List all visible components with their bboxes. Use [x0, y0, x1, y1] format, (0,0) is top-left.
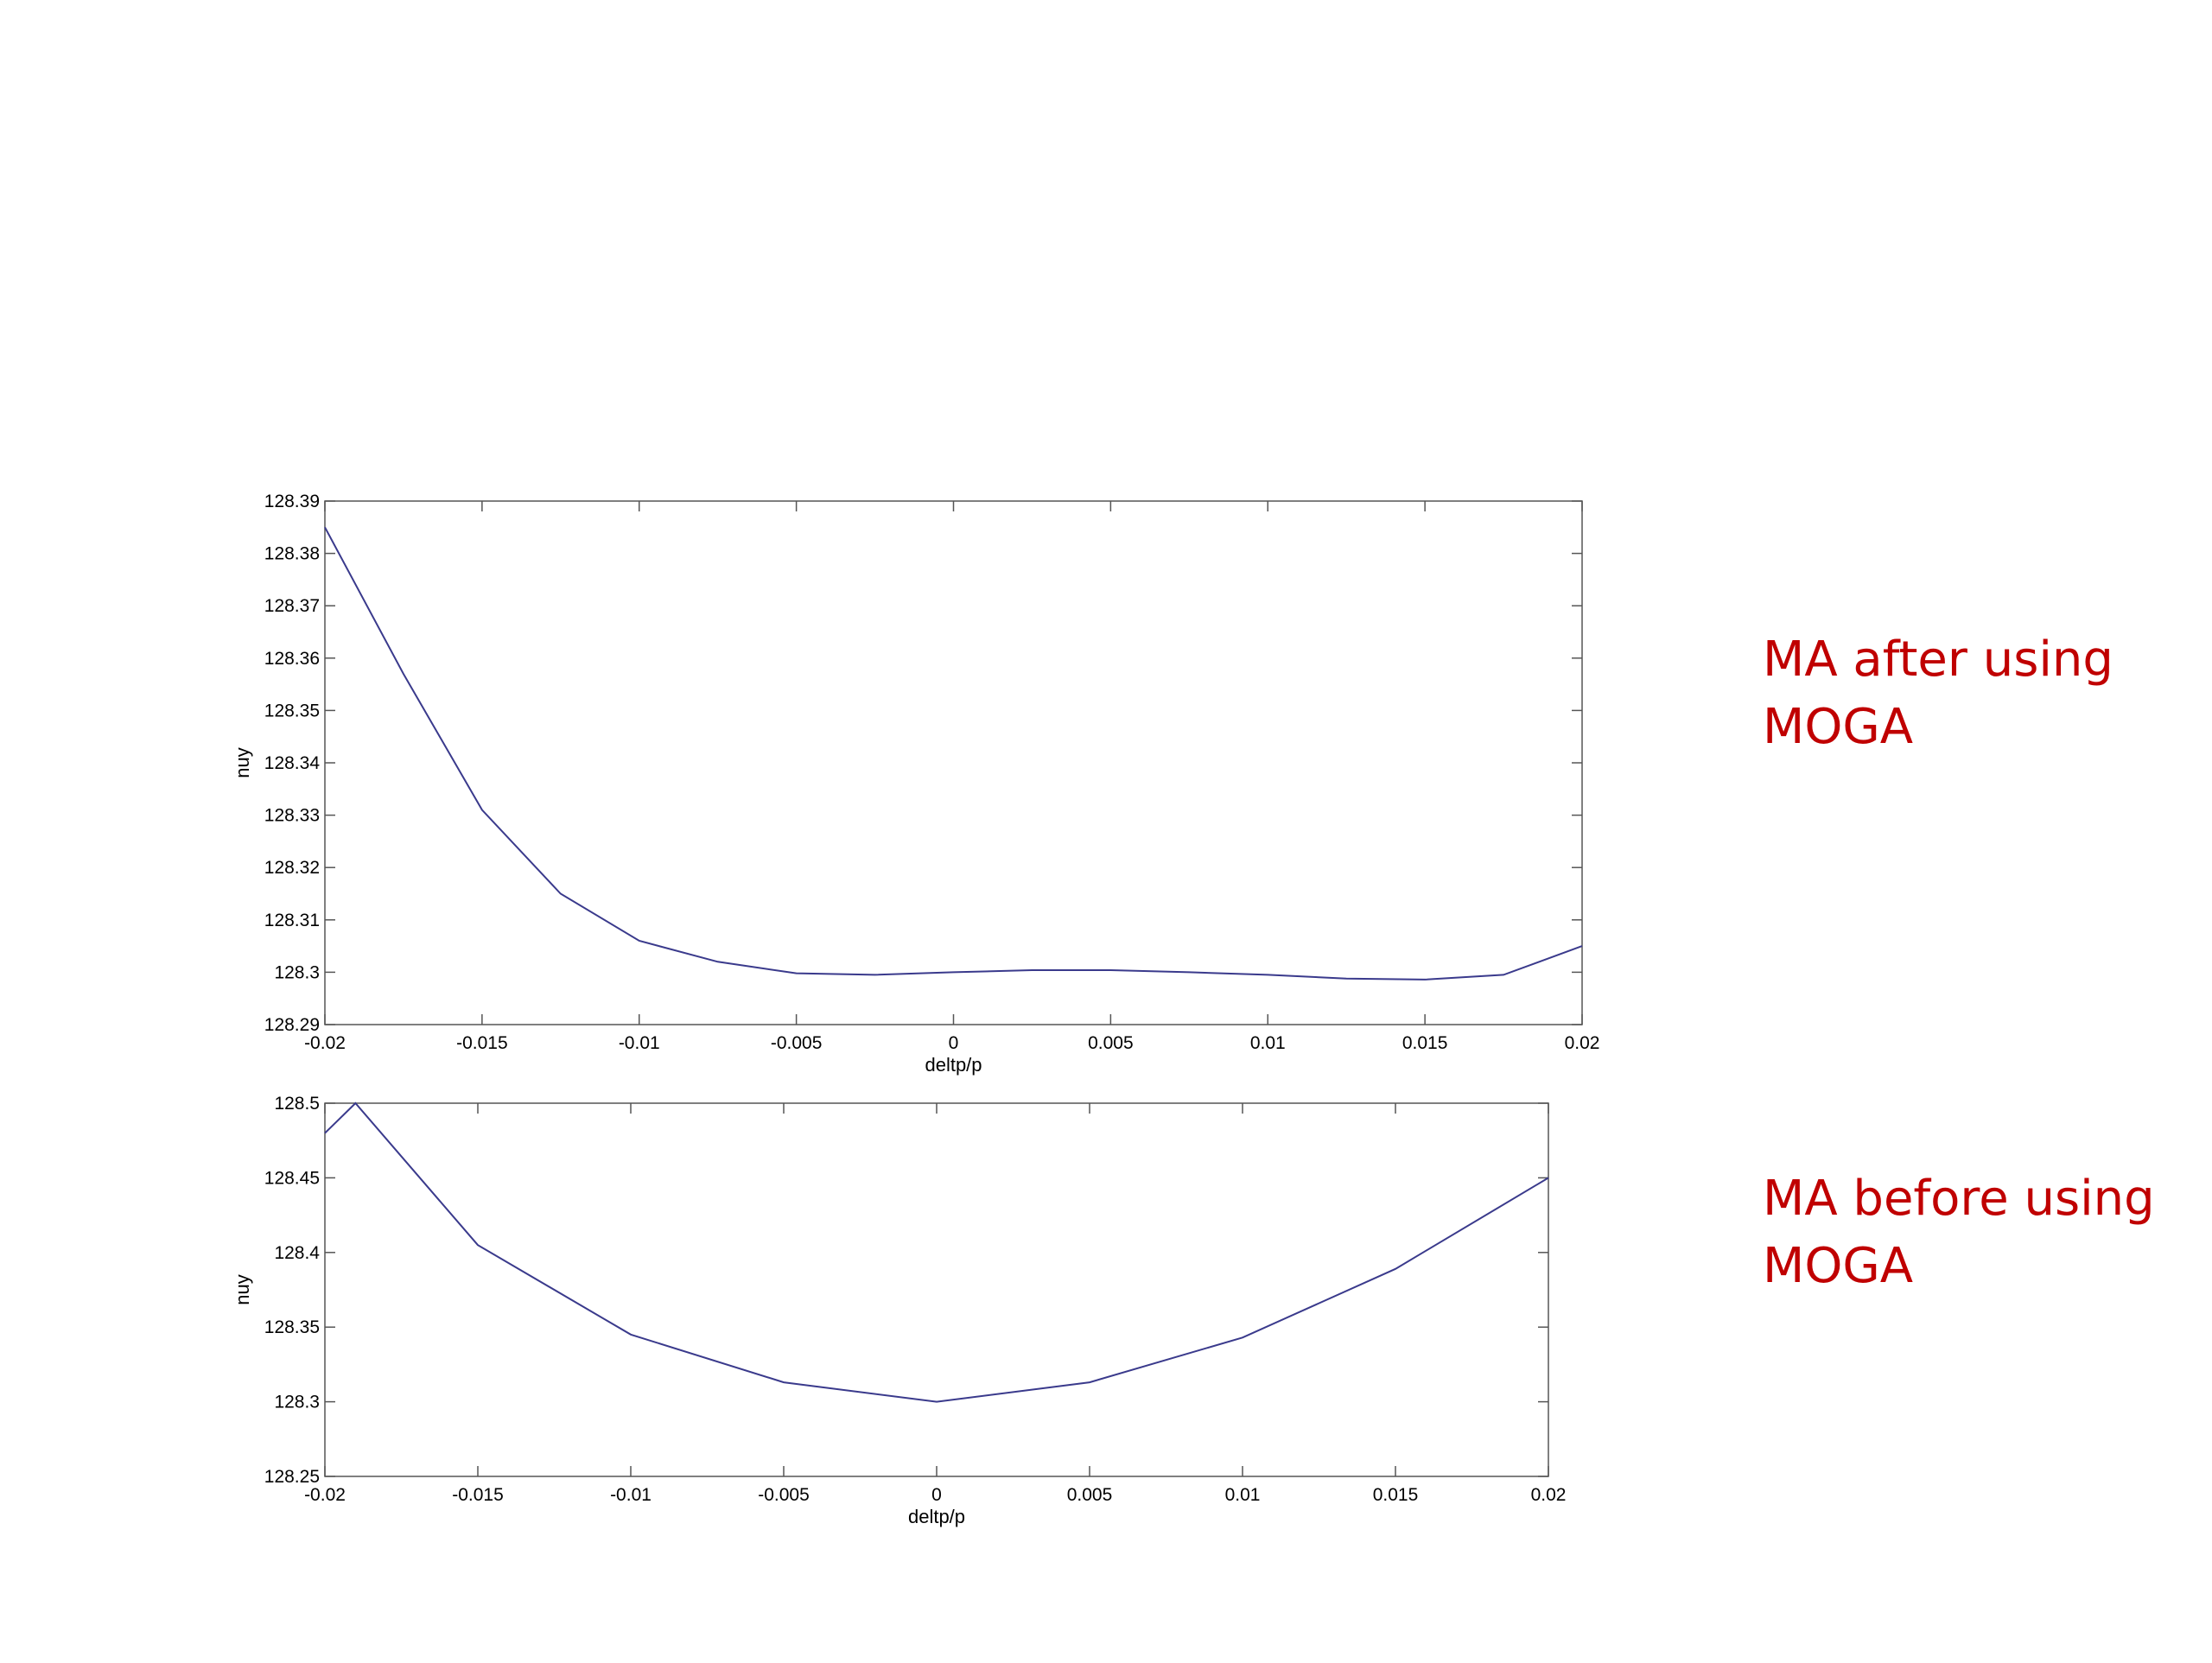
x-tick-label: -0.015 [452, 1485, 504, 1505]
y-tick-label: 128.33 [264, 806, 320, 826]
y-tick-label: 128.4 [274, 1243, 320, 1263]
x-tick-label: 0.02 [1565, 1033, 1600, 1053]
x-tick-label: 0 [931, 1485, 942, 1505]
annotation: MOGA [1763, 699, 1913, 755]
x-tick-label: -0.02 [304, 1033, 346, 1053]
y-tick-label: 128.25 [264, 1467, 320, 1487]
x-tick-label: -0.02 [304, 1485, 346, 1505]
x-tick-label: 0 [949, 1033, 959, 1053]
y-tick-label: 128.38 [264, 544, 320, 564]
x-tick-label: 0.005 [1067, 1485, 1113, 1505]
x-tick-label: -0.005 [758, 1485, 810, 1505]
y-tick-label: 128.39 [264, 492, 320, 511]
data-line [324, 526, 1583, 981]
y-axis-label: nuy [232, 747, 253, 778]
x-axis-label: deltp/p [925, 1054, 982, 1076]
y-tick-label: 128.45 [264, 1168, 320, 1188]
y-tick-label: 128.35 [264, 1317, 320, 1337]
y-tick-label: 128.3 [274, 1393, 320, 1412]
x-tick-label: -0.005 [771, 1033, 823, 1053]
x-axis-label: deltp/p [908, 1506, 965, 1527]
data-line [324, 1101, 1549, 1403]
x-tick-label: -0.01 [619, 1033, 660, 1053]
y-tick-label: 128.34 [264, 753, 321, 773]
x-tick-label: 0.01 [1225, 1485, 1261, 1505]
x-tick-label: 0.005 [1088, 1033, 1134, 1053]
x-tick-label: 0.015 [1373, 1485, 1419, 1505]
x-tick-label: 0.02 [1531, 1485, 1567, 1505]
y-tick-label: 128.5 [274, 1094, 320, 1114]
x-tick-label: -0.01 [610, 1485, 652, 1505]
x-tick-label: -0.015 [456, 1033, 508, 1053]
annotation: MA after using [1763, 632, 2113, 688]
annotation: MOGA [1763, 1238, 1913, 1294]
x-tick-label: 0.01 [1250, 1033, 1286, 1053]
y-tick-label: 128.35 [264, 701, 320, 720]
y-tick-label: 128.36 [264, 649, 320, 669]
plot-frame [324, 1102, 1549, 1477]
plot-frame [324, 500, 1583, 1025]
y-tick-label: 128.29 [264, 1015, 320, 1035]
annotation: MA before using [1763, 1171, 2155, 1227]
y-tick-label: 128.32 [264, 858, 320, 878]
y-axis-label: nuy [232, 1274, 253, 1304]
y-tick-label: 128.37 [264, 596, 320, 616]
x-tick-label: 0.015 [1402, 1033, 1448, 1053]
y-tick-label: 128.31 [264, 911, 320, 930]
y-tick-label: 128.3 [274, 962, 320, 982]
